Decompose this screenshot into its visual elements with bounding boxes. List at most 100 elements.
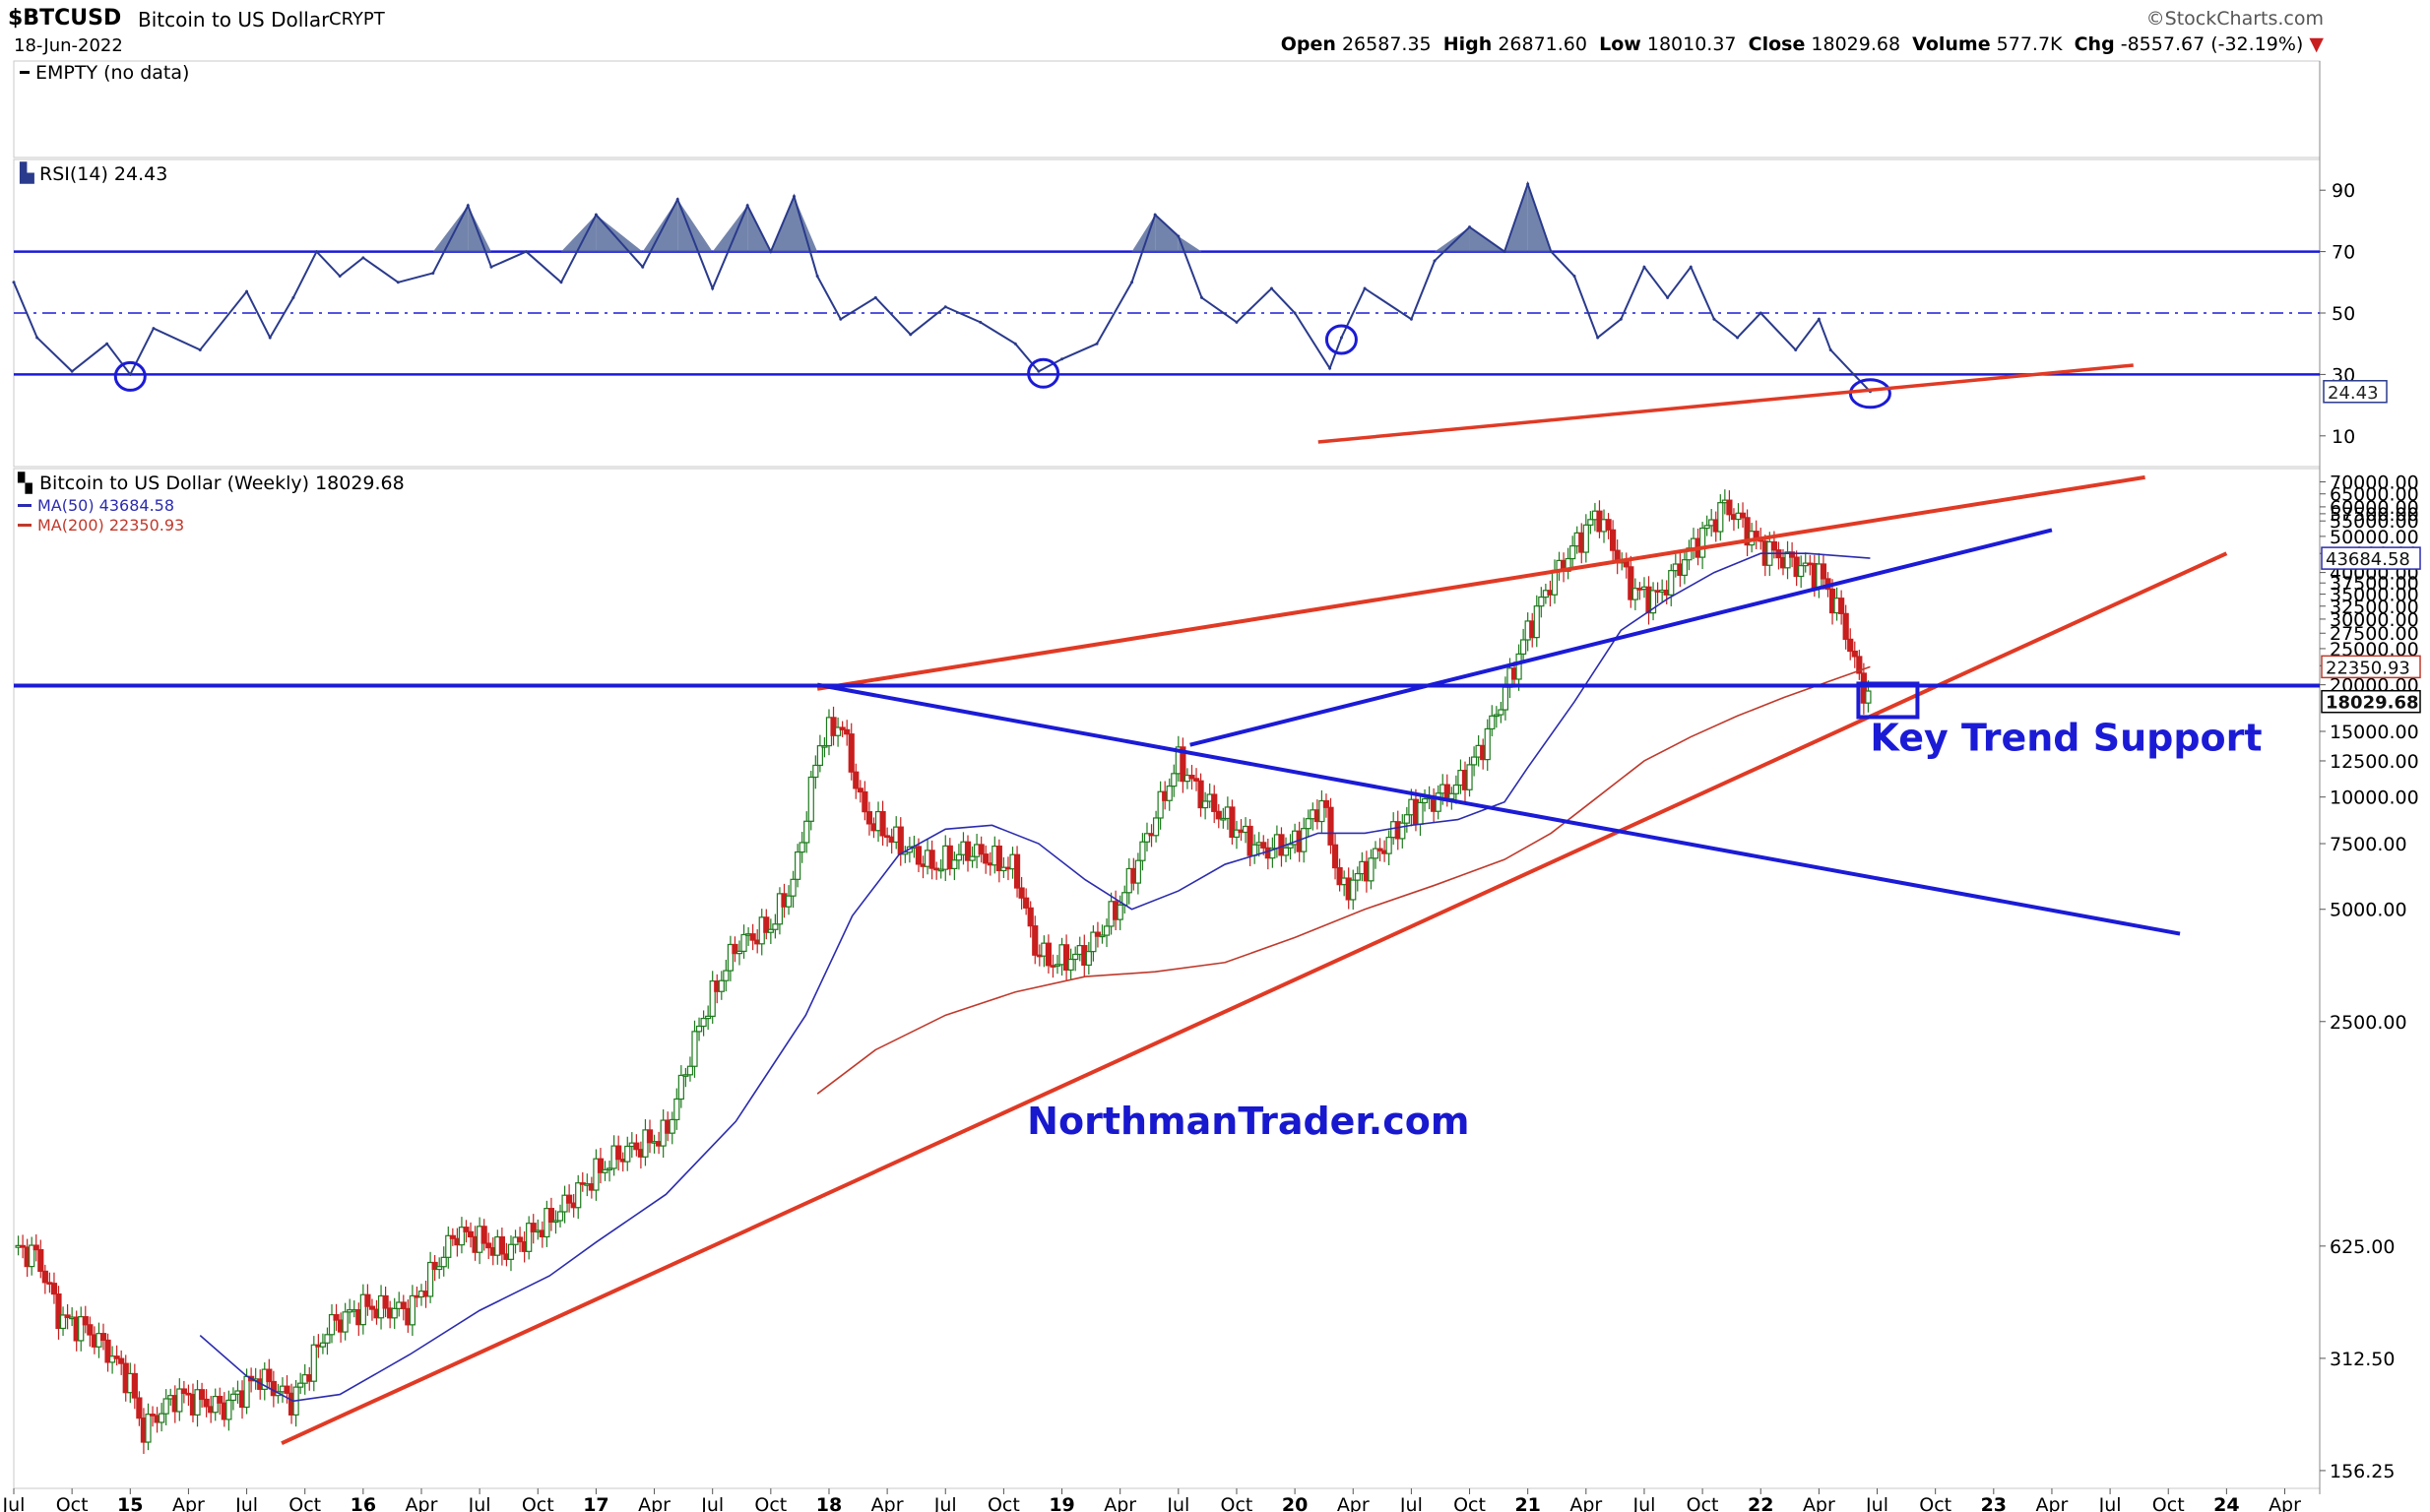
trendline-blue-down [816,682,2181,936]
candle-down-body [1726,499,1733,516]
candle-up-body [1117,904,1123,920]
candle-up-body [799,842,805,853]
candle-up-body [767,928,774,933]
key-trend-support-label: Key Trend Support [1870,716,2262,759]
candle-up-body [1143,833,1151,843]
candle-down-body [853,771,860,789]
candle-up-body [1582,524,1589,553]
candle-up-body [709,980,716,1017]
candle-up-body [723,970,730,981]
rsi-point [291,295,295,299]
candle-down-body [879,810,886,837]
x-tick-label: Oct [1221,1494,1253,1512]
rsi-point [1293,311,1297,315]
candle-down-body [467,1230,475,1238]
rsi-point [1339,336,1343,340]
price-y-tick-label: 65000.00 [2330,484,2419,506]
candle-down-body [1856,656,1863,674]
price-y-tick-label: 37500.00 [2330,573,2419,595]
candle-down-body [1094,931,1102,937]
price-y-tick-label: 70000.00 [2330,472,2419,494]
candle-down-body [1211,793,1218,812]
rsi-point [1130,281,1134,284]
candle-up-body [669,1118,675,1134]
high-label: High [1442,33,1493,55]
ma50-legend-swatch [18,504,32,507]
candle-down-body [749,933,756,941]
candle-up-body [1251,844,1258,856]
ma200-legend: MA(200) 22350.93 [37,516,184,535]
candle-down-body [50,1283,58,1295]
candle-down-body [203,1398,210,1408]
x-tick-label: Jul [2,1494,26,1512]
rsi-overbought-fill [677,199,713,252]
candle-up-body [436,1266,443,1271]
candle-up-body [593,1158,600,1191]
candle-down-body [1788,551,1796,558]
close-label: Close [1748,33,1806,55]
candle-down-body [1336,866,1343,886]
rsi-point [1619,317,1623,321]
x-tick-label: Jul [700,1494,724,1512]
candle-up-body [78,1316,85,1342]
rsi-point [1013,342,1017,346]
x-tick-label: 22 [1748,1494,1773,1512]
candle-down-body [113,1355,120,1359]
candle-down-body [915,846,923,865]
candle-up-body [803,820,810,844]
candle-up-body [1301,828,1308,852]
candle-up-body [145,1414,152,1443]
rsi-point [1828,347,1832,351]
rsi-point [1060,357,1064,361]
candle-down-body [1027,907,1034,927]
candle-down-body [1327,806,1334,846]
candle-up-body [1233,829,1241,839]
candle-up-body [790,878,797,897]
candle-down-body [131,1372,138,1399]
candle-down-body [763,916,770,933]
ma200-value-label: 22350.93 [2326,658,2410,678]
candle-up-body [727,943,734,972]
price-legend: Bitcoin to US Dollar (Weekly) 18029.68 [39,472,405,494]
chart-instrument-name: Bitcoin to US Dollar [138,8,330,32]
rsi-point [1666,295,1670,299]
candle-down-body [1851,650,1858,658]
candle-down-body [646,1129,654,1144]
candle-up-body [359,1293,366,1326]
candle-down-body [266,1368,273,1383]
candle-up-body [1649,590,1657,614]
candle-up-body [1587,519,1594,526]
candle-down-body [1847,638,1854,653]
candle-down-body [1045,942,1052,967]
candle-up-body [1515,653,1522,680]
candle-up-body [1484,727,1491,761]
candle-up-body [1305,818,1311,830]
candle-down-body [104,1339,111,1363]
candle-down-body [615,1145,622,1161]
candle-up-body [544,1208,550,1238]
price-y-tick-label: 60000.00 [2330,497,2419,519]
x-tick-label: 18 [816,1494,842,1512]
candle-up-body [821,744,828,748]
rsi-point [1736,336,1740,340]
candle-down-body [844,728,851,735]
open-label: Open [1280,33,1336,55]
ohlc-summary: Open 26587.35 High 26871.60 Low 18010.37… [1281,33,2324,55]
candle-up-body [159,1413,165,1423]
candle-down-body [284,1385,290,1394]
candle-down-body [1739,512,1747,519]
candle-down-body [1197,780,1204,809]
rsi-overbought-fill [468,205,491,252]
candle-up-body [785,895,793,908]
candle-up-body [1533,605,1540,639]
candle-up-body [225,1399,232,1420]
rsi-point [12,281,16,284]
rsi-point [769,250,773,254]
rsi-point [1269,286,1273,290]
candle-up-body [1569,544,1576,560]
candle-up-body [328,1313,336,1336]
rsi-point [711,286,715,290]
price-y-tick-label: 312.50 [2330,1349,2395,1370]
candle-up-body [624,1145,631,1163]
candle-down-body [566,1194,573,1204]
